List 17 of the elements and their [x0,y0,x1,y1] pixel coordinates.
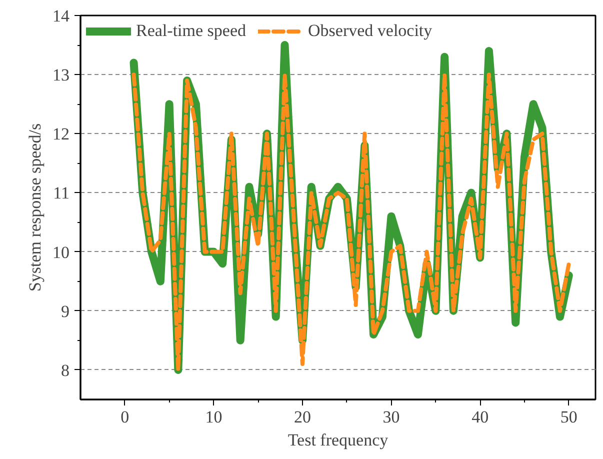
y-tick-label: 12 [52,124,70,144]
legend-label: Observed velocity [308,21,432,41]
x-tick-label: 50 [560,408,578,426]
y-tick-label: 11 [53,184,70,203]
legend-label: Real-time speed [136,21,246,41]
x-axis-title: Test frequency [288,430,389,450]
y-tick-label: 8 [61,360,70,380]
x-tick-label: 10 [205,408,222,426]
x-tick-label: 30 [382,408,400,426]
x-tick-label: 40 [472,408,489,426]
y-tick-label: 10 [52,242,70,262]
y-tick-label: 13 [52,66,70,85]
x-tick-label: 20 [294,408,311,426]
y-tick-label: 9 [61,302,70,321]
y-tick-label: 14 [52,6,70,26]
x-tick-label: 0 [120,408,130,426]
y-axis-title: System response speed/s [26,123,44,292]
